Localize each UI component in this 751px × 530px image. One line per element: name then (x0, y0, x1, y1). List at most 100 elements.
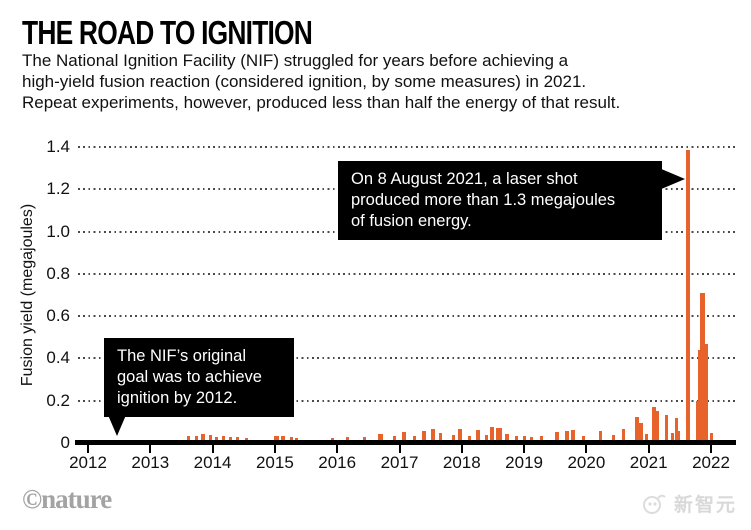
x-tick-label: 2020 (567, 453, 606, 472)
yield-bar (671, 433, 674, 441)
yield-bar (612, 435, 615, 441)
y-tick-label: 1.0 (46, 221, 70, 241)
annotation-record-shot: On 8 August 2021, a laser shot produced … (338, 161, 662, 240)
yield-bar (635, 417, 639, 441)
yield-bar (505, 434, 509, 441)
yield-bar (295, 438, 298, 441)
annotation-line: of fusion energy. (351, 212, 472, 230)
yield-bar (677, 431, 680, 441)
yield-bar (201, 434, 205, 441)
y-tick-label: 0.4 (46, 348, 70, 368)
chart-title: THE ROAD TO IGNITION (22, 14, 313, 51)
x-tick-label: 2019 (505, 453, 543, 472)
y-gridline (78, 399, 736, 402)
y-gridline (78, 146, 736, 148)
yield-bar (439, 433, 442, 441)
x-tick (460, 445, 463, 453)
yield-bar (490, 427, 494, 441)
x-tick (336, 445, 339, 453)
y-gridline (78, 315, 736, 318)
y-tick-label: 0.8 (46, 263, 70, 283)
yield-bar (705, 344, 708, 441)
x-tick-label: 2015 (255, 453, 294, 472)
y-gridline (78, 272, 736, 275)
x-tick (398, 445, 401, 453)
yield-bar (378, 434, 383, 441)
yield-bar (696, 401, 699, 441)
yield-bar (458, 429, 462, 441)
yield-bar (555, 432, 559, 441)
yield-bar (700, 293, 705, 441)
yield-bar (686, 150, 690, 441)
yield-bar (698, 350, 701, 441)
y-tick-label: 1.2 (46, 179, 70, 199)
x-tick (710, 445, 712, 453)
x-tick-label: 2021 (629, 453, 668, 472)
yield-bar (215, 437, 218, 441)
yield-bar (515, 436, 518, 441)
yield-bar (582, 436, 585, 441)
x-tick (647, 445, 650, 453)
yield-bar (599, 431, 602, 441)
yield-bar (236, 437, 239, 441)
x-tick-label: 2012 (69, 453, 107, 472)
yield-bar (187, 436, 190, 441)
yield-bar (665, 415, 668, 441)
xinzhiyuan-logo-icon (642, 491, 668, 517)
yield-bar (402, 432, 406, 441)
yield-bar (710, 433, 713, 441)
subtitle-line: Repeat experiments, however, produced le… (22, 93, 621, 112)
yield-bar (281, 436, 285, 441)
nature-logo: ©nature (22, 484, 112, 514)
subtitle-line: The National Ignition Facility (NIF) str… (22, 51, 569, 70)
yield-bar (496, 428, 502, 441)
annotation-line: goal was to achieve (117, 368, 262, 386)
y-tick-label: 0.2 (46, 390, 70, 410)
subtitle-line: high-yield fusion reaction (considered i… (22, 72, 587, 91)
yield-bar (245, 438, 248, 441)
yield-bar (209, 435, 212, 441)
yield-bar (290, 437, 293, 441)
x-tick (211, 445, 214, 453)
x-tick (273, 445, 276, 453)
yield-bar (413, 436, 416, 441)
yield-bar (485, 435, 488, 441)
yield-bar (346, 437, 349, 441)
yield-bar (571, 430, 575, 441)
yield-bar (652, 407, 656, 441)
x-tick-label: 2013 (131, 453, 170, 472)
yield-bar (540, 436, 543, 441)
yield-bar (331, 438, 334, 441)
x-tick (87, 445, 89, 453)
y-tick-label: 0 (60, 433, 70, 452)
yield-bar (675, 418, 678, 441)
yield-bar (195, 436, 198, 441)
annotation-line: The NIF’s original (117, 347, 246, 365)
yield-bar (363, 437, 366, 441)
x-tick-label: 2016 (318, 453, 357, 472)
yield-bar (523, 436, 526, 441)
yield-bar (645, 434, 648, 441)
x-tick-label: 2022 (692, 453, 730, 472)
x-tick-label: 2014 (193, 453, 232, 472)
annotation-pointer-right-icon (659, 168, 685, 190)
watermark-text: 新智元 (673, 495, 737, 516)
chart-subtitle: The National Ignition Facility (NIF) str… (22, 50, 620, 113)
yield-bar (655, 411, 659, 441)
yield-bar (530, 437, 533, 441)
yield-bar (468, 436, 471, 441)
yield-bar (431, 429, 435, 441)
yield-bar (222, 436, 225, 441)
yield-bar (422, 431, 426, 441)
y-tick-label: 0.6 (46, 306, 70, 326)
x-tick (149, 445, 152, 453)
x-tick-label: 2018 (442, 453, 481, 472)
annotation-line: ignition by 2012. (117, 389, 238, 407)
annotation-pointer-down-icon (108, 415, 126, 436)
yield-bar (229, 437, 232, 441)
xinzhiyuan-watermark: 新智元 (642, 490, 737, 517)
x-axis-line (75, 440, 736, 445)
yield-bar (274, 436, 279, 441)
y-gridline (78, 357, 736, 360)
